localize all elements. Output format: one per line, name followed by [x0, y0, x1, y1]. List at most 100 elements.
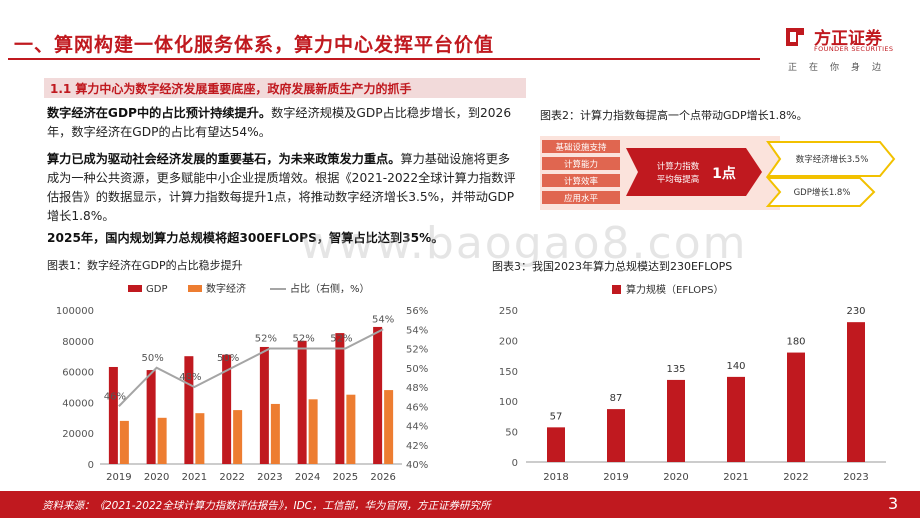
chart1-caption: 图表1：数字经济在GDP的占比稳步提升: [47, 259, 243, 272]
x-tick-label: 2026: [370, 472, 395, 483]
y-tick-label: 250: [499, 306, 518, 317]
logo-slogan: 正在你身边: [788, 63, 894, 73]
x-tick-label: 2024: [295, 472, 320, 483]
y-tick-label: 20000: [62, 429, 94, 440]
x-tick-label: 2019: [106, 472, 131, 483]
paragraph-2-lead: 算力已成为驱动社会经济发展的重要基石，为未来政策发力重点。: [47, 152, 401, 166]
left-item-box-2: [542, 174, 620, 187]
chart1-svg: GDP 数字经济 占比（右侧，%） 0 20000 40000 60000 80000 1000…: [56, 282, 428, 483]
page-title: 一、算网构建一体化服务体系，算力中心发挥平台价值: [14, 34, 495, 56]
bar-gdp: [335, 333, 345, 464]
founder-logo: 方正证券 FOUNDER SECURITIES 正在你身边: [784, 24, 904, 76]
bar-compute-scale: [667, 379, 685, 462]
share-data-label: 48%: [179, 372, 201, 383]
legend-label-1: 数字经济: [206, 282, 246, 295]
out1-arrow: [766, 141, 896, 177]
bar-digital-economy: [384, 390, 394, 464]
x-tick-label: 2023: [257, 472, 282, 483]
paragraph-3: 2025年，国内规划算力总规模将超300EFLOPS，智算占比达到35%。: [47, 229, 517, 248]
legend-swatch-0: [128, 285, 142, 292]
out1-label: 数字经济增长3.5%: [796, 154, 869, 165]
out2-arrow: [765, 177, 876, 207]
bar-gdp: [297, 340, 307, 464]
watermark: www.baogao8.com: [300, 218, 748, 269]
x-tick-label: 2018: [543, 472, 568, 483]
center-label-1: 计算力指数: [657, 161, 700, 172]
left-item-box-1: [542, 157, 620, 170]
y2-tick-label: 48%: [406, 383, 428, 394]
page-number: 3: [888, 494, 899, 513]
left-item-1: 计算能力: [564, 159, 598, 170]
center-value: 1点: [712, 165, 736, 182]
x-tick-label: 2020: [663, 472, 688, 483]
share-line: [118, 328, 384, 407]
bar-data-label: 230: [846, 306, 865, 317]
legend-swatch: [612, 285, 621, 294]
paragraph-1: 数字经济在GDP中的占比预计持续提升。数字经济规模及GDP占比稳步增长，到202…: [47, 104, 517, 142]
share-data-label: 52%: [293, 334, 315, 345]
bar-gdp: [222, 354, 232, 464]
bar-data-label: 180: [786, 337, 805, 348]
diagram-center-arrow: [626, 148, 762, 196]
bar-compute-scale: [847, 322, 865, 462]
title-divider: [8, 58, 760, 60]
legend-label-0: GDP: [146, 284, 167, 295]
footer-source: 资料来源：《2021-2022全球计算力指数评估报告》，IDC，工信部，华为官网…: [42, 500, 491, 512]
y2-tick-label: 40%: [406, 460, 428, 471]
x-tick-label: 2023: [843, 472, 868, 483]
share-data-label: 50%: [142, 353, 164, 364]
bar-digital-economy: [233, 410, 243, 464]
left-item-0: 基础设施支持: [555, 142, 607, 153]
y-tick-label: 100: [499, 397, 518, 408]
y-tick-label: 40000: [62, 398, 94, 409]
y2-tick-label: 46%: [406, 402, 428, 413]
bar-data-label: 87: [610, 393, 623, 404]
y-tick-label: 100000: [56, 306, 94, 317]
share-data-label: 46%: [104, 391, 126, 402]
y2-tick-label: 44%: [406, 422, 428, 433]
center-label-2: 平均每提高: [657, 174, 700, 185]
paragraph-2: 算力已成为驱动社会经济发展的重要基石，为未来政策发力重点。算力基础设施将更多成为…: [47, 150, 517, 226]
left-item-box-0: [542, 140, 620, 153]
section-heading-bar: [44, 78, 526, 98]
x-tick-label: 2019: [603, 472, 628, 483]
y-tick-label: 60000: [62, 368, 94, 379]
bar-gdp: [184, 356, 194, 464]
y-tick-label: 50: [505, 428, 518, 439]
share-data-label: 52%: [330, 334, 352, 345]
y2-tick-label: 52%: [406, 345, 428, 356]
bar-gdp: [108, 366, 118, 464]
bar-data-label: 57: [550, 411, 563, 422]
x-tick-label: 2025: [333, 472, 358, 483]
share-data-label: 50%: [217, 353, 239, 364]
logo-name-cn: 方正证券: [814, 29, 882, 49]
bar-compute-scale: [727, 376, 745, 462]
bar-digital-economy: [157, 417, 167, 464]
y-tick-label: 0: [88, 460, 94, 471]
footer-bar: [0, 491, 920, 518]
y2-tick-label: 54%: [406, 325, 428, 336]
paragraph-2-body: 算力基础设施将更多成为一种公共资源，更多赋能中小企业提质增效。根据《2021-2…: [47, 152, 516, 223]
y-tick-label: 80000: [62, 337, 94, 348]
paragraph-1-lead: 数字经济在GDP中的占比预计持续提升。: [47, 106, 272, 120]
chart3-svg: 算力规模（EFLOPS） 0 50 100 150 200 250 57 2018 87 2019 1…: [499, 283, 886, 483]
bar-digital-economy: [346, 394, 356, 464]
y2-tick-label: 50%: [406, 364, 428, 375]
figure2-diagram: 基础设施支持 计算能力 计算效率 应用水平 计算力指数 平均每提高 1点 数字经…: [540, 136, 896, 210]
paragraph-1-body: 数字经济规模及GDP占比稳步增长，到2026年，数字经济在GDP的占比有望达54…: [47, 106, 512, 139]
legend-label: 算力规模（EFLOPS）: [626, 283, 724, 296]
bar-digital-economy: [270, 403, 280, 464]
y-tick-label: 0: [512, 458, 518, 469]
bar-compute-scale: [607, 409, 625, 462]
y-tick-label: 150: [499, 367, 518, 378]
share-data-label: 52%: [255, 334, 277, 345]
legend-label-2: 占比（右侧，%）: [290, 282, 370, 295]
paragraph-3-lead: 2025年，国内规划算力总规模将超300EFLOPS，智算占比达到35%。: [47, 231, 444, 245]
bar-data-label: 135: [666, 364, 685, 375]
x-tick-label: 2020: [144, 472, 169, 483]
diagram-left-items: 基础设施支持 计算能力 计算效率 应用水平: [542, 140, 620, 204]
bar-gdp: [146, 370, 156, 464]
legend-swatch-1: [188, 285, 202, 292]
bar-digital-economy: [195, 413, 205, 464]
x-tick-label: 2021: [723, 472, 748, 483]
